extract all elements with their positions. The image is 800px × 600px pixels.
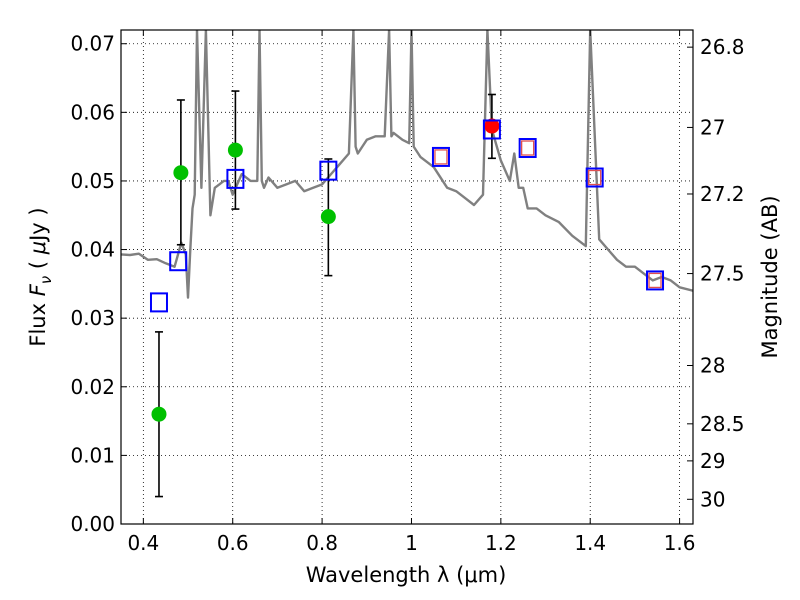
mag-tick-label: 30 — [700, 487, 725, 511]
data-point — [227, 142, 243, 158]
model-point — [646, 270, 665, 291]
x-tick-label: 0.4 — [127, 531, 159, 555]
y-tick-label: 0.01 — [70, 443, 115, 467]
x-tick-label: 1.6 — [664, 531, 696, 555]
x-axis-label: Wavelength λ (μm) — [306, 563, 507, 587]
data-point — [320, 209, 336, 225]
plot-frame — [120, 29, 694, 525]
data-points — [149, 90, 665, 498]
y-tick-label: 0.03 — [70, 306, 115, 330]
y-tick-label: 0.06 — [70, 100, 115, 124]
model-point — [518, 138, 537, 159]
model-point — [482, 119, 501, 140]
x-tick-label: 1.4 — [574, 531, 606, 555]
x-tick-label: 0.6 — [217, 531, 249, 555]
data-point — [151, 406, 167, 422]
model-point — [149, 292, 168, 313]
mag-tick-label: 27.5 — [700, 262, 745, 286]
data-point — [484, 118, 500, 134]
model-point — [226, 168, 245, 189]
y-tick-label: 0.04 — [70, 238, 115, 262]
model-point-inner — [434, 149, 448, 165]
model-point — [319, 160, 338, 181]
y-tick-label: 0.07 — [70, 32, 115, 56]
x-tick-label: 0.8 — [306, 531, 338, 555]
model-point — [431, 146, 450, 167]
y-tick-label: 0.02 — [70, 375, 115, 399]
mag-tick-label: 29 — [700, 449, 725, 473]
y-axis-label: Flux Fν ( μJy ) — [26, 207, 55, 346]
mag-tick-label: 28 — [700, 354, 725, 378]
mag-tick-label: 26.8 — [700, 35, 745, 59]
mag-tick-label: 28.5 — [700, 412, 745, 436]
y2-axis-label: Magnitude (AB) — [758, 195, 782, 358]
axis-ticks: 0.4 0.6 0.8 1 1.2 1.4 1.6 0.00 0.01 0.02 0.03 0.04 0… — [70, 30, 745, 555]
y-tick-label: 0.00 — [70, 512, 115, 536]
data-point — [173, 165, 189, 181]
mag-tick-label: 27 — [700, 115, 725, 139]
model-spectrum — [121, 30, 693, 299]
model-point — [169, 251, 188, 272]
model-point — [585, 167, 604, 188]
mag-tick-label: 27.2 — [700, 182, 745, 206]
model-point-inner — [588, 169, 602, 186]
x-tick-label: 1 — [405, 531, 418, 555]
model-point-inner — [648, 272, 662, 289]
x-tick-label: 1.2 — [485, 531, 517, 555]
spectrum-line — [121, 30, 693, 299]
model-point-inner — [521, 140, 535, 156]
y-tick-label: 0.05 — [70, 169, 115, 193]
